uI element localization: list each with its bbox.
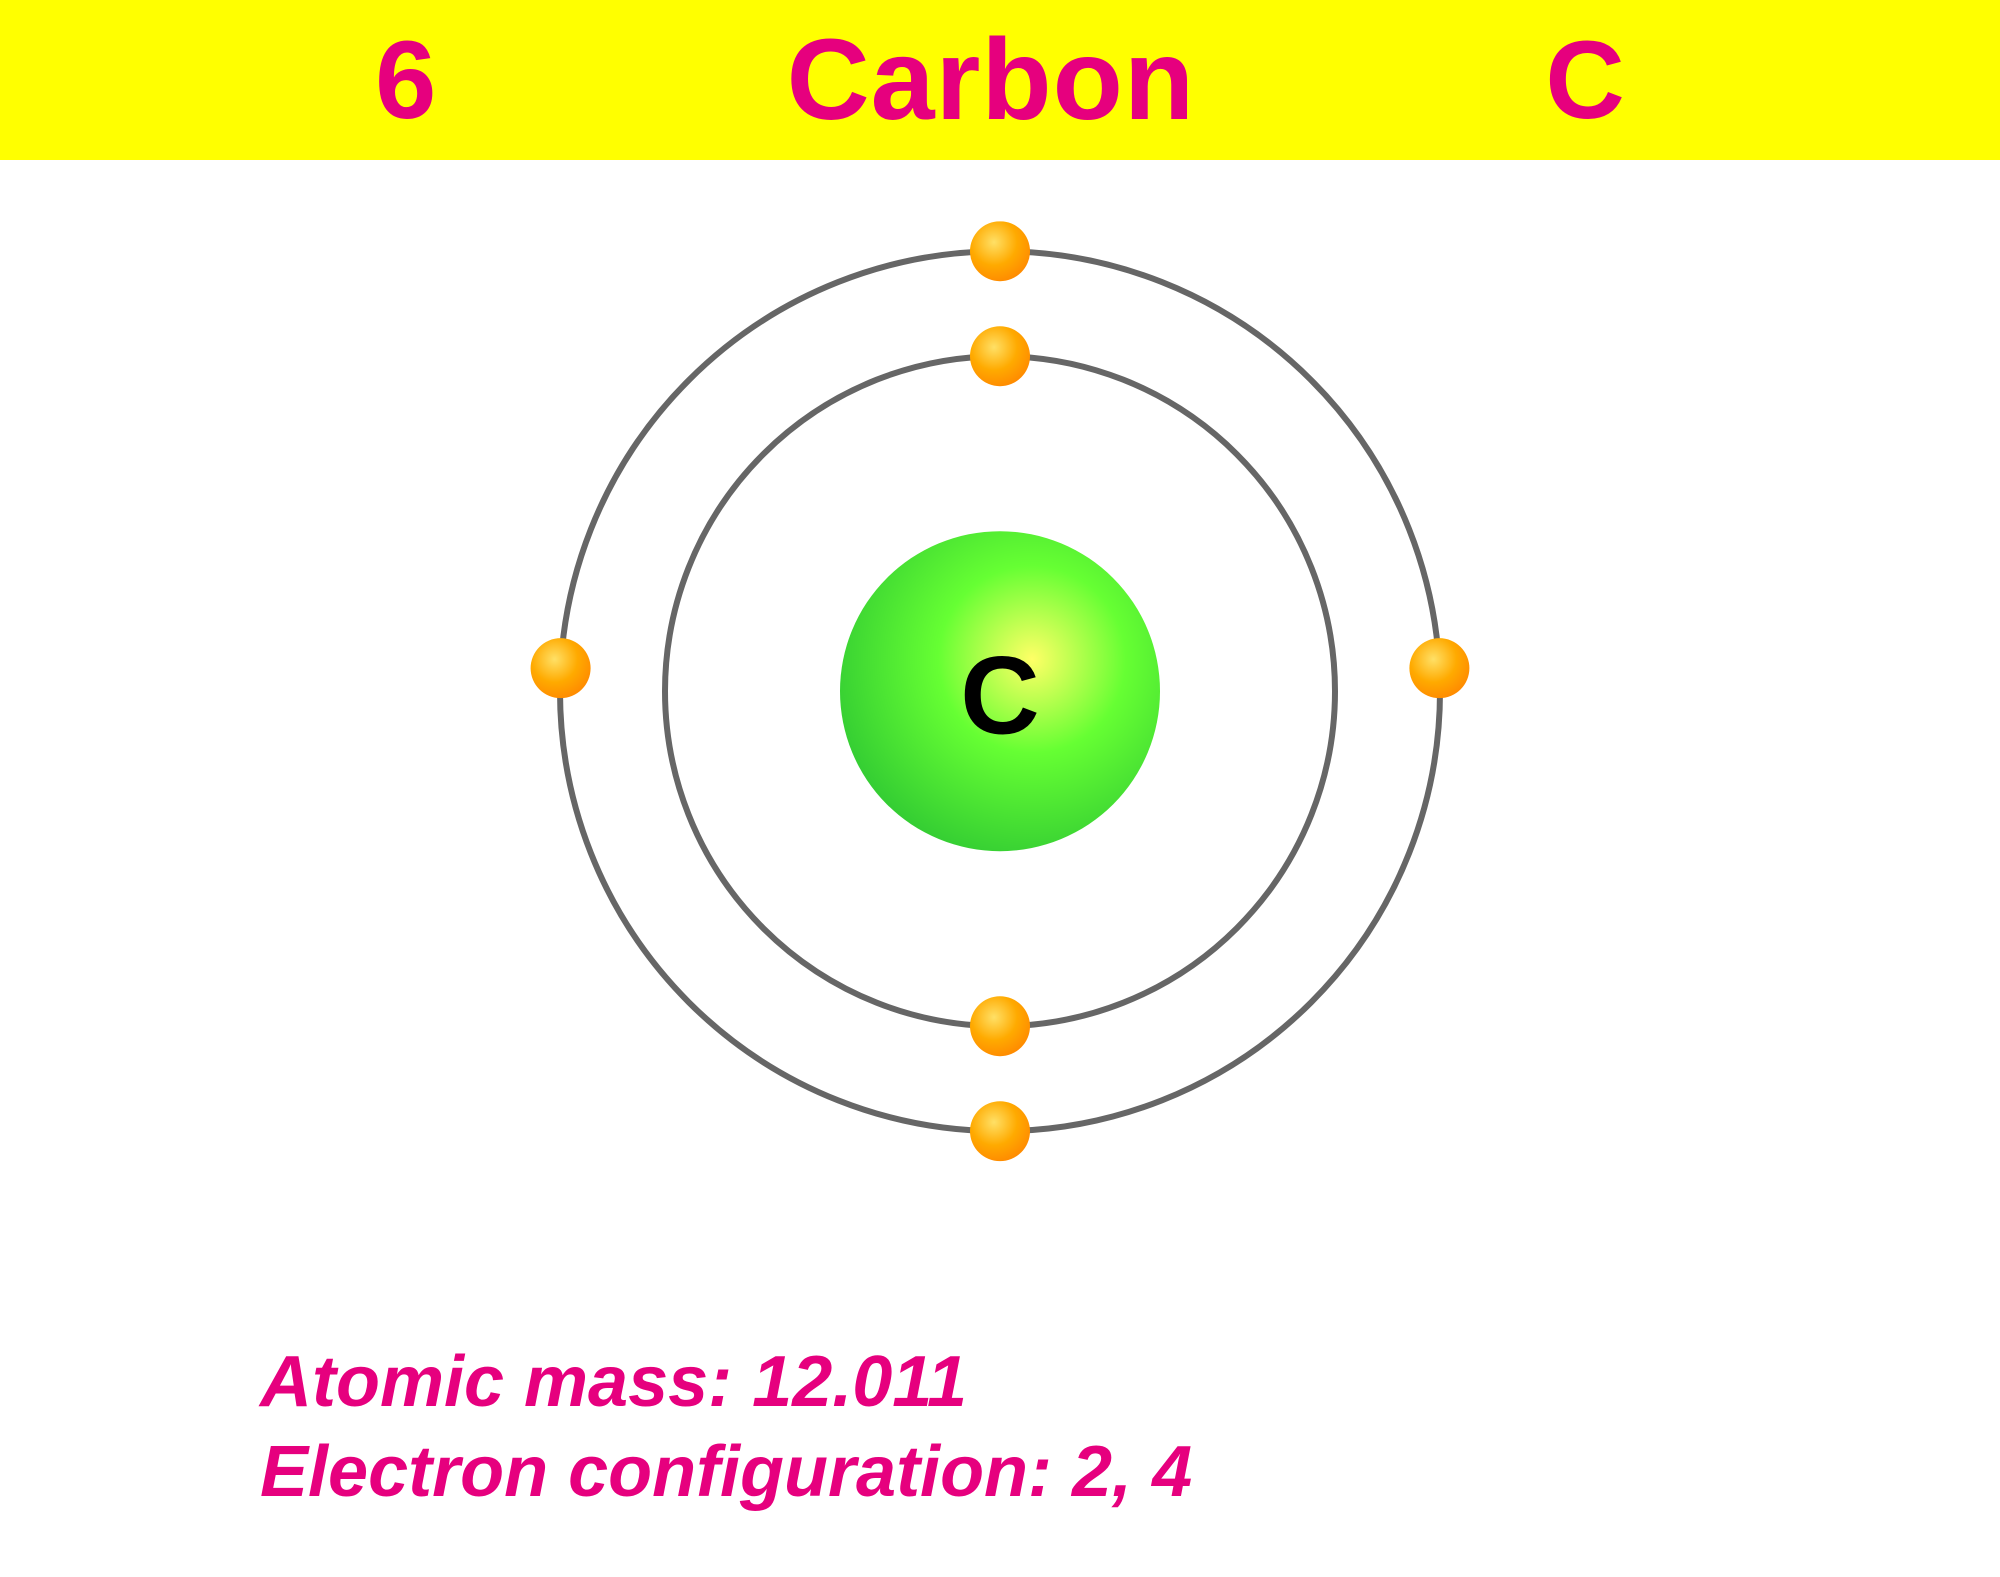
element-details: Atomic mass: 12.011 Electron configurati… — [260, 1337, 1192, 1517]
electron — [531, 638, 591, 698]
nucleus-label: C — [960, 635, 1039, 758]
atomic-number: 6 — [375, 17, 436, 144]
electron — [970, 996, 1030, 1056]
electron — [970, 326, 1030, 386]
electron — [970, 1101, 1030, 1161]
electron — [1409, 638, 1469, 698]
atomic-mass-value: 12.011 — [752, 1342, 967, 1422]
element-name: Carbon — [787, 14, 1196, 146]
electron — [970, 221, 1030, 281]
atom-svg: C — [490, 221, 1510, 1161]
atomic-mass-line: Atomic mass: 12.011 — [260, 1337, 1192, 1427]
electron-config-value: 2, 4 — [1072, 1432, 1192, 1512]
element-header: 6 Carbon C — [0, 0, 2000, 160]
atomic-mass-label: Atomic mass: — [260, 1342, 752, 1422]
atom-diagram: C — [0, 160, 2000, 1260]
element-symbol: C — [1545, 17, 1624, 144]
electron-config-label: Electron configuration: — [260, 1432, 1072, 1512]
electron-config-line: Electron configuration: 2, 4 — [260, 1427, 1192, 1517]
